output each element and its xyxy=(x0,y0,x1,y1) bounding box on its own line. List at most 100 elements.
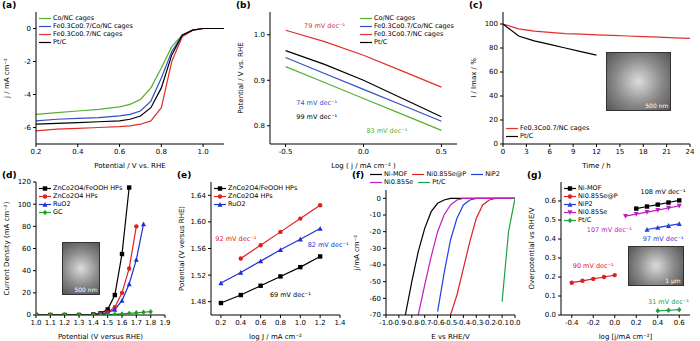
svg-text:20: 20 xyxy=(489,116,498,124)
svg-text:1.1: 1.1 xyxy=(45,319,56,327)
svg-text:-50: -50 xyxy=(370,278,381,286)
svg-text:0: 0 xyxy=(501,148,505,156)
svg-text:1.2: 1.2 xyxy=(59,319,70,327)
svg-text:Log ( j / mA cm⁻² ): Log ( j / mA cm⁻² ) xyxy=(331,162,396,170)
svg-text:0.2: 0.2 xyxy=(545,273,556,281)
svg-text:60: 60 xyxy=(489,68,498,76)
svg-text:-40: -40 xyxy=(370,261,381,269)
svg-text:-60: -60 xyxy=(370,295,381,303)
svg-text:0: 0 xyxy=(27,25,31,33)
svg-text:Potential (V versus RHE): Potential (V versus RHE) xyxy=(58,333,143,341)
svg-text:1.7: 1.7 xyxy=(131,319,142,327)
svg-text:-10: -10 xyxy=(370,211,381,219)
svg-text:0.3: 0.3 xyxy=(545,254,556,262)
svg-text:3: 3 xyxy=(524,148,528,156)
svg-text:79 mV dec⁻¹: 79 mV dec⁻¹ xyxy=(304,22,345,30)
svg-text:log [j/mA cm⁻²]: log [j/mA cm⁻²] xyxy=(599,333,653,341)
svg-text:6: 6 xyxy=(548,148,553,156)
svg-text:-0.1: -0.1 xyxy=(495,319,509,327)
svg-text:97 mV dec⁻¹: 97 mV dec⁻¹ xyxy=(643,235,684,243)
svg-text:Overpotential vs RHE/V: Overpotential vs RHE/V xyxy=(528,207,536,289)
svg-text:-0.8: -0.8 xyxy=(405,319,419,327)
svg-text:40: 40 xyxy=(489,92,498,100)
svg-text:1.56: 1.56 xyxy=(190,245,206,253)
svg-text:0: 0 xyxy=(27,311,31,319)
svg-text:Time / h: Time / h xyxy=(581,162,610,170)
svg-text:1.0: 1.0 xyxy=(198,148,209,156)
svg-text:0.6: 0.6 xyxy=(255,319,267,327)
svg-text:40: 40 xyxy=(22,267,31,275)
svg-text:1.4: 1.4 xyxy=(88,319,100,327)
svg-text:0.2: 0.2 xyxy=(30,148,41,156)
svg-text:99 mV dec⁻¹: 99 mV dec⁻¹ xyxy=(296,113,337,121)
svg-text:120: 120 xyxy=(18,178,31,186)
svg-text:31 mV dec⁻¹: 31 mV dec⁻¹ xyxy=(648,298,689,306)
svg-text:-1.0: -1.0 xyxy=(379,319,393,327)
svg-text:0.5: 0.5 xyxy=(436,148,447,156)
svg-text:E vs RHE/V: E vs RHE/V xyxy=(431,333,470,341)
svg-text:Potential (V versus RHE): Potential (V versus RHE) xyxy=(178,206,186,291)
svg-text:18: 18 xyxy=(639,148,648,156)
svg-text:-0.4: -0.4 xyxy=(565,319,579,327)
svg-text:-70: -70 xyxy=(370,311,381,319)
svg-text:0.9: 0.9 xyxy=(254,77,265,85)
svg-text:0.0: 0.0 xyxy=(545,311,556,319)
svg-text:Potential / V vs. RHE: Potential / V vs. RHE xyxy=(94,162,165,170)
svg-text:1.0: 1.0 xyxy=(295,319,306,327)
svg-text:82 mV dec⁻¹: 82 mV dec⁻¹ xyxy=(308,241,349,249)
svg-text:1.2: 1.2 xyxy=(315,319,326,327)
svg-text:-0.2: -0.2 xyxy=(482,319,496,327)
svg-text:12: 12 xyxy=(592,148,601,156)
svg-text:0.5: 0.5 xyxy=(545,216,556,224)
svg-text:1.5: 1.5 xyxy=(102,319,113,327)
svg-text:20: 20 xyxy=(22,289,31,297)
svg-text:21: 21 xyxy=(662,148,671,156)
svg-text:0.8: 0.8 xyxy=(254,122,265,130)
svg-text:0.6: 0.6 xyxy=(545,197,557,205)
svg-text:0.4: 0.4 xyxy=(652,319,664,327)
svg-text:0.8: 0.8 xyxy=(275,319,286,327)
svg-text:-0.9: -0.9 xyxy=(392,319,406,327)
svg-text:0.8: 0.8 xyxy=(156,148,167,156)
svg-text:107 mV dec⁻¹: 107 mV dec⁻¹ xyxy=(587,226,632,234)
svg-text:j / mA cm⁻²: j / mA cm⁻² xyxy=(3,58,11,99)
svg-text:100: 100 xyxy=(18,201,31,209)
svg-text:1.52: 1.52 xyxy=(190,272,206,280)
svg-text:-6: -6 xyxy=(24,124,32,132)
svg-text:0.4: 0.4 xyxy=(235,319,247,327)
svg-text:0: 0 xyxy=(377,195,381,203)
svg-text:0.2: 0.2 xyxy=(215,319,226,327)
svg-text:1.6: 1.6 xyxy=(116,319,128,327)
svg-text:-20: -20 xyxy=(370,228,381,236)
svg-text:Current Density (mA cm⁻²): Current Density (mA cm⁻²) xyxy=(3,201,11,295)
svg-text:-30: -30 xyxy=(370,245,381,253)
svg-text:1.48: 1.48 xyxy=(190,298,206,306)
svg-text:0.0: 0.0 xyxy=(509,319,520,327)
svg-text:-4: -4 xyxy=(24,91,32,99)
svg-text:74 mV dec⁻¹: 74 mV dec⁻¹ xyxy=(296,99,337,107)
svg-text:1.64: 1.64 xyxy=(190,192,206,200)
svg-text:Potential / V vs. RHE: Potential / V vs. RHE xyxy=(237,42,245,113)
svg-text:1.0: 1.0 xyxy=(254,31,265,39)
svg-text:0.6: 0.6 xyxy=(114,148,126,156)
svg-text:92 mV dec⁻¹: 92 mV dec⁻¹ xyxy=(215,235,256,243)
svg-text:80: 80 xyxy=(22,223,31,231)
svg-text:60: 60 xyxy=(22,245,31,253)
svg-text:0: 0 xyxy=(494,140,498,148)
svg-text:0.0: 0.0 xyxy=(609,319,620,327)
svg-text:1.9: 1.9 xyxy=(159,319,170,327)
svg-text:0.0: 0.0 xyxy=(358,148,369,156)
svg-text:log J / mA cm⁻²: log J / mA cm⁻² xyxy=(249,333,302,341)
svg-text:0.4: 0.4 xyxy=(545,235,557,243)
svg-text:1.0: 1.0 xyxy=(30,319,41,327)
svg-text:-0.3: -0.3 xyxy=(469,319,483,327)
svg-text:80: 80 xyxy=(489,44,498,52)
svg-text:1.4: 1.4 xyxy=(334,319,346,327)
svg-text:-0.2: -0.2 xyxy=(586,319,600,327)
svg-text:90 mV dec⁻¹: 90 mV dec⁻¹ xyxy=(573,262,614,270)
svg-text:69 mV dec⁻¹: 69 mV dec⁻¹ xyxy=(270,291,311,299)
svg-text:0.2: 0.2 xyxy=(631,319,642,327)
svg-text:I / Imax / %: I / Imax / % xyxy=(470,58,478,98)
svg-text:1.8: 1.8 xyxy=(145,319,156,327)
svg-text:-0.5: -0.5 xyxy=(444,319,458,327)
